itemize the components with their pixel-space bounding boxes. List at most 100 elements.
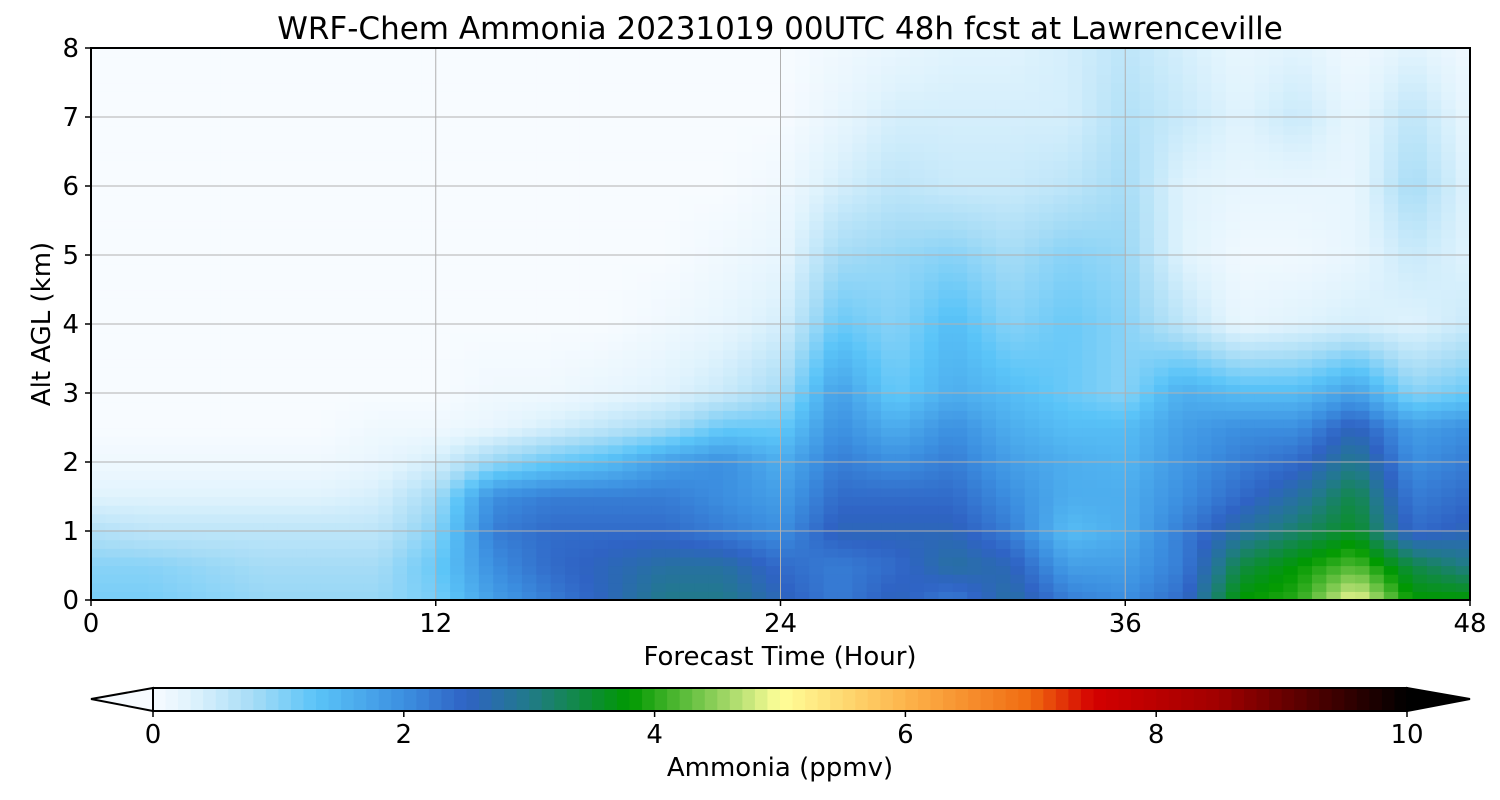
heatmap-cell	[1240, 496, 1256, 506]
heatmap-cell	[292, 289, 308, 299]
heatmap-cell	[823, 220, 839, 230]
heatmap-cell	[450, 160, 466, 170]
heatmap-cell	[205, 574, 221, 584]
heatmap-cell	[234, 462, 250, 472]
heatmap-cell	[1225, 358, 1241, 368]
heatmap-cell	[507, 522, 523, 532]
heatmap-cell	[1067, 582, 1083, 592]
heatmap-cell	[148, 591, 164, 601]
heatmap-cell	[1125, 237, 1141, 247]
heatmap-cell	[1254, 522, 1270, 532]
heatmap-cell	[981, 393, 997, 403]
heatmap-cell	[1067, 375, 1083, 385]
heatmap-cell	[1268, 522, 1284, 532]
heatmap-cell	[924, 444, 940, 454]
heatmap-cell	[895, 574, 911, 584]
heatmap-cell	[1053, 548, 1069, 558]
heatmap-cell	[895, 436, 911, 446]
heatmap-cell	[1355, 315, 1371, 325]
heatmap-cell	[277, 444, 293, 454]
heatmap-cell	[421, 487, 437, 498]
heatmap-cell	[593, 298, 609, 308]
heatmap-cell	[1311, 306, 1327, 316]
heatmap-cell	[91, 186, 106, 196]
heatmap-cell	[565, 332, 580, 342]
heatmap-cell	[1369, 211, 1385, 222]
heatmap-cell	[636, 324, 652, 334]
heatmap-cell	[636, 203, 652, 213]
heatmap-cell	[1168, 289, 1184, 299]
heatmap-cell	[1024, 548, 1040, 558]
heatmap-cell	[723, 211, 738, 222]
heatmap-cell	[392, 272, 408, 282]
heatmap-cell	[1311, 272, 1327, 282]
heatmap-cell	[708, 393, 724, 403]
heatmap-cell	[1297, 168, 1313, 178]
heatmap-cell	[550, 341, 566, 351]
heatmap-cell	[1311, 246, 1327, 256]
heatmap-cell	[1125, 487, 1141, 498]
heatmap-cell	[378, 211, 394, 222]
heatmap-cell	[1182, 410, 1198, 420]
heatmap-cell	[1211, 324, 1227, 334]
heatmap-cell	[737, 186, 753, 196]
heatmap-cell	[1082, 539, 1098, 549]
heatmap-cell	[1096, 505, 1112, 515]
heatmap-cell	[220, 410, 236, 420]
heatmap-cell	[1412, 160, 1428, 170]
heatmap-cell	[363, 289, 379, 299]
heatmap-cell	[1426, 229, 1442, 239]
heatmap-cell	[1010, 565, 1026, 575]
heatmap-cell	[550, 496, 566, 506]
heatmap-cell	[378, 194, 394, 204]
heatmap-cell	[1024, 341, 1040, 351]
heatmap-cell	[1412, 246, 1428, 256]
heatmap-cell	[1168, 556, 1184, 567]
heatmap-cell	[1139, 384, 1155, 394]
heatmap-cell	[1096, 436, 1112, 446]
heatmap-cell	[909, 168, 925, 178]
heatmap-cell	[292, 384, 308, 394]
heatmap-cell	[119, 470, 135, 480]
heatmap-cell	[751, 289, 767, 299]
heatmap-cell	[1168, 462, 1184, 472]
heatmap-cell	[593, 487, 609, 498]
heatmap-cell	[694, 444, 710, 454]
heatmap-cell	[593, 384, 609, 394]
heatmap-cell	[1168, 177, 1184, 187]
heatmap-cell	[1254, 237, 1270, 247]
heatmap-cell	[105, 384, 121, 394]
heatmap-cell	[292, 375, 308, 385]
heatmap-cell	[105, 401, 121, 411]
heatmap-cell	[263, 565, 279, 575]
heatmap-cell	[478, 522, 494, 532]
heatmap-cell	[220, 203, 236, 213]
heatmap-cell	[177, 427, 193, 437]
heatmap-cell	[521, 349, 537, 360]
heatmap-cell	[177, 565, 193, 575]
heatmap-cell	[1082, 272, 1098, 282]
heatmap-cell	[335, 341, 351, 351]
heatmap-cell	[593, 470, 609, 480]
heatmap-cell	[435, 470, 451, 480]
heatmap-cell	[493, 401, 509, 411]
heatmap-cell	[507, 453, 523, 463]
heatmap-cell	[162, 418, 178, 429]
heatmap-cell	[1412, 556, 1428, 567]
heatmap-cell	[881, 298, 897, 308]
heatmap-cell	[608, 315, 624, 325]
heatmap-cell	[881, 453, 897, 463]
heatmap-cell	[651, 211, 667, 222]
heatmap-cell	[177, 418, 193, 429]
heatmap-cell	[679, 384, 695, 394]
heatmap-cell	[1369, 306, 1385, 316]
heatmap-cell	[1225, 410, 1241, 420]
heatmap-cell	[119, 280, 135, 291]
heatmap-cell	[421, 496, 437, 506]
heatmap-cell	[1412, 427, 1428, 437]
heatmap-cell	[91, 496, 106, 506]
heatmap-cell	[1441, 168, 1457, 178]
heatmap-cell	[837, 487, 853, 498]
heatmap-cell	[952, 186, 968, 196]
heatmap-cell	[1010, 203, 1026, 213]
